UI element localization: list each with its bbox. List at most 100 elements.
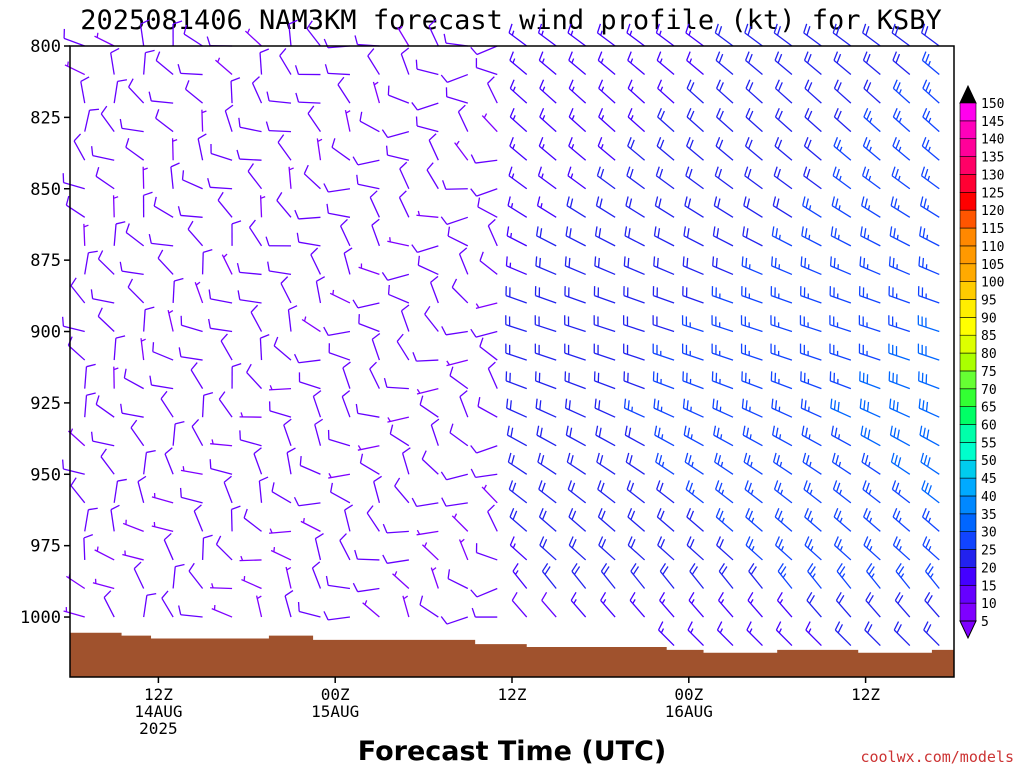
barb-feather [539, 536, 545, 546]
wind-barb [626, 23, 645, 47]
wind-barb [567, 23, 587, 47]
barb-feather [656, 51, 662, 61]
barb-half-feather [898, 489, 901, 495]
barb-staff [479, 346, 498, 361]
wind-barb [713, 196, 734, 218]
wind-barb [688, 591, 705, 618]
barb-feather [316, 276, 326, 282]
barb-staff [67, 430, 86, 447]
barb-feather [896, 624, 902, 634]
barb-half-feather [779, 599, 784, 604]
wind-barb [294, 209, 321, 220]
barb-feather [687, 198, 692, 208]
wind-barb [858, 343, 881, 361]
barb-half-feather [926, 234, 929, 240]
wind-barb [537, 166, 557, 190]
wind-barb [538, 137, 557, 161]
wind-barb [833, 536, 852, 561]
barb-feather [249, 219, 256, 228]
barb-staff [239, 559, 262, 562]
wind-barb [892, 51, 911, 76]
barb-feather [479, 251, 484, 261]
barb-feather [898, 566, 905, 575]
barb-staff [270, 549, 292, 561]
barb-feather [713, 196, 718, 206]
barb-feather [207, 177, 211, 188]
barb-feather [894, 26, 899, 36]
barb-staff [340, 225, 351, 247]
wind-barb [340, 218, 351, 247]
barb-feather [603, 566, 610, 575]
barb-half-feather [332, 289, 335, 295]
wind-barb [477, 397, 498, 418]
barb-feather [536, 425, 540, 436]
barb-half-feather [839, 517, 843, 523]
barb-staff [475, 330, 498, 338]
barb-staff [83, 537, 86, 560]
wind-barb [895, 562, 911, 589]
barb-half-feather [511, 30, 515, 36]
colorbar-swatch [959, 406, 977, 425]
barb-staff [217, 199, 233, 218]
barb-staff [416, 530, 439, 536]
barb-feather [926, 457, 931, 467]
wind-barb [831, 196, 852, 218]
barb-feather [440, 471, 448, 481]
barb-feather [715, 137, 721, 147]
barb-feather [919, 196, 924, 206]
wind-barb [471, 607, 498, 618]
barb-feather [628, 427, 632, 438]
barb-feather [512, 562, 519, 572]
wind-barb [373, 475, 382, 504]
barb-feather [252, 76, 260, 84]
barb-staff [182, 179, 203, 190]
barb-feather [565, 425, 569, 436]
wind-barb [201, 392, 214, 418]
wind-barb [625, 196, 645, 218]
barb-feather [470, 468, 477, 478]
wind-barb [568, 79, 587, 104]
wind-barb [140, 338, 146, 361]
wind-barb [149, 375, 174, 390]
colorbar-swatch [959, 584, 977, 604]
barb-feather [571, 510, 577, 520]
barb-feather [86, 392, 96, 396]
wind-barb [352, 299, 380, 309]
barb-half-feather [113, 196, 119, 199]
wind-barb [354, 35, 380, 47]
wind-barb [172, 20, 183, 47]
wind-barb [716, 79, 734, 104]
wind-barb [137, 475, 147, 503]
wind-barb [858, 315, 881, 333]
barb-feather [137, 475, 147, 483]
barb-half-feather [719, 628, 724, 634]
barb-half-feather [172, 138, 178, 142]
barb-feather [181, 170, 185, 180]
barb-staff [279, 55, 292, 75]
barb-staff [210, 327, 233, 333]
wind-barb [339, 533, 351, 561]
wind-barb [265, 236, 292, 247]
wind-barb [833, 51, 852, 76]
barb-feather [862, 480, 867, 490]
barb-staff [122, 553, 144, 561]
wind-barb [682, 286, 704, 304]
wind-barb [774, 508, 793, 532]
wind-barb [743, 196, 763, 218]
wind-barb [539, 536, 557, 561]
barb-half-feather [182, 466, 185, 471]
colorbar-label: 115 [981, 222, 1004, 237]
barb-feather [777, 82, 783, 92]
barb-staff [210, 587, 233, 590]
barb-feather [896, 429, 900, 440]
barb-feather [863, 79, 869, 89]
barb-staff [476, 445, 498, 454]
barb-feather [716, 621, 723, 631]
wind-barb [178, 347, 203, 361]
wind-barb [831, 452, 852, 475]
barb-feather [626, 23, 631, 34]
barb-feather [686, 228, 690, 238]
barb-staff [360, 462, 380, 475]
barb-staff [151, 100, 174, 104]
wind-barb [741, 256, 763, 276]
